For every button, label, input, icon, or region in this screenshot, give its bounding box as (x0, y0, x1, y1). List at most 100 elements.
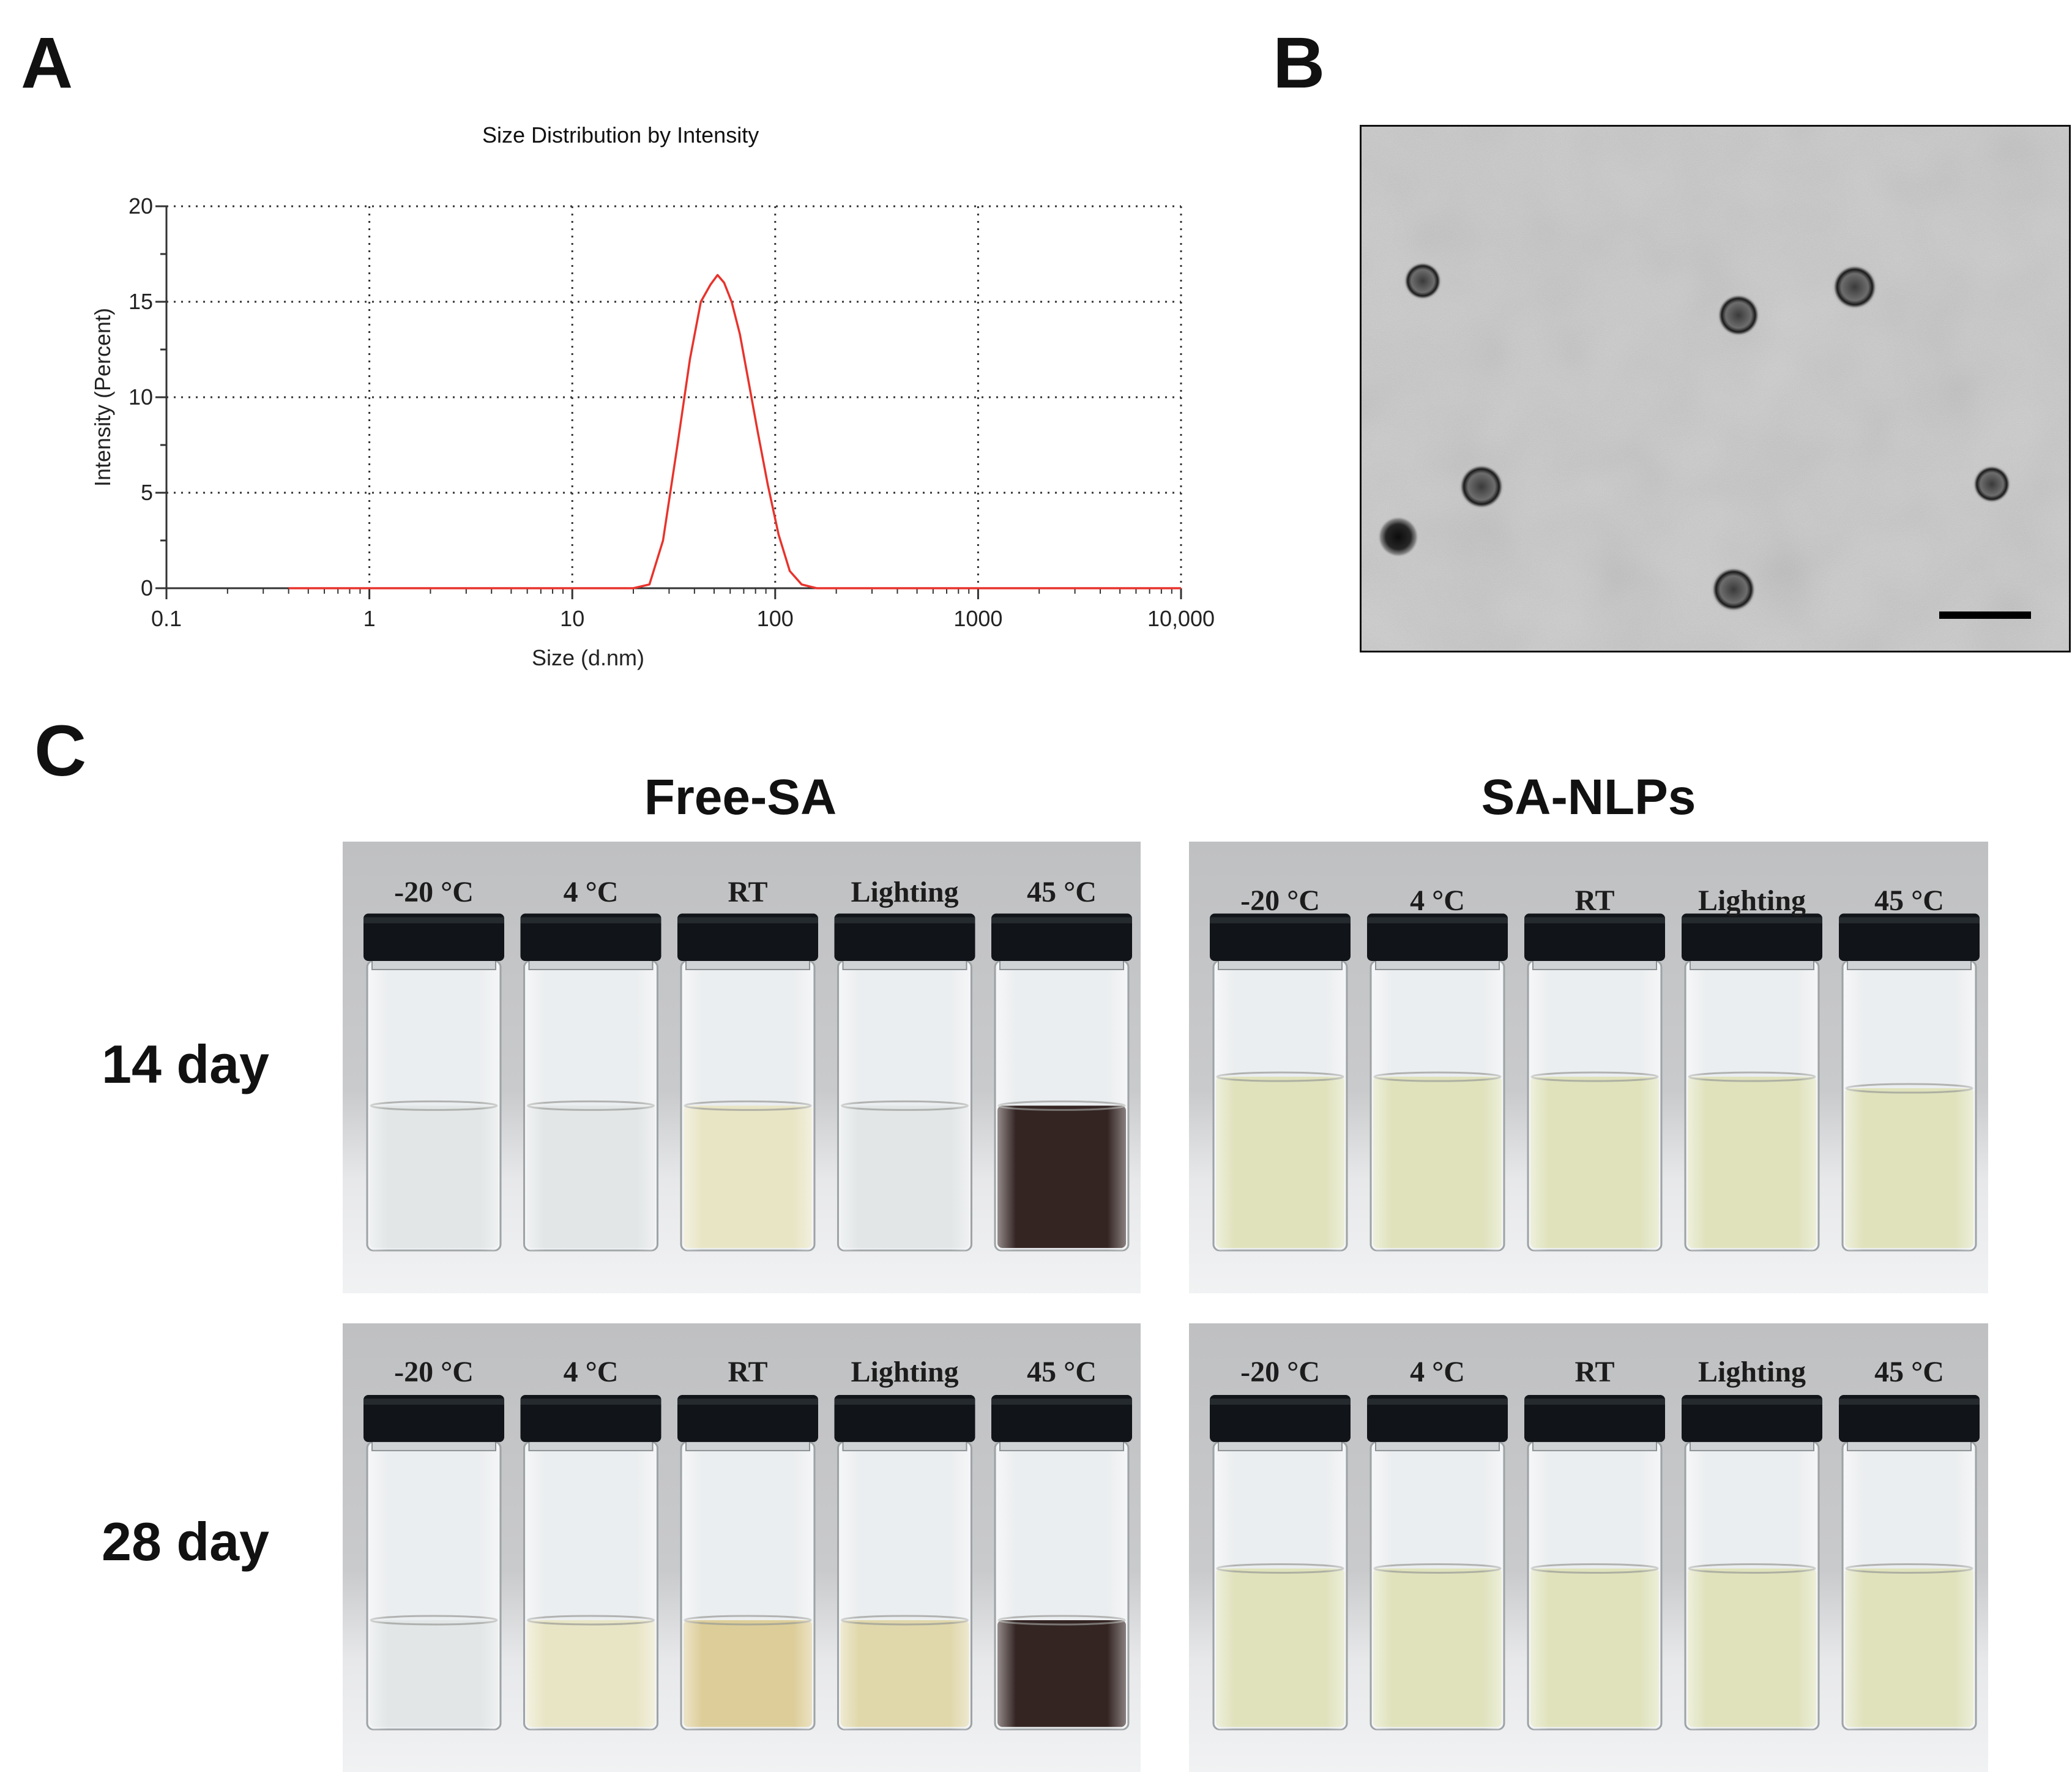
vial-highlight (1215, 1441, 1346, 1730)
panel-label-c: C (34, 711, 87, 791)
condition-label: Lighting (851, 876, 959, 908)
vial-highlight (682, 1441, 813, 1730)
x-tick-label: 100 (757, 606, 794, 631)
vial-highlight (1844, 960, 1975, 1250)
vial-cap-rim (1210, 917, 1351, 924)
condition-label: RT (1574, 884, 1615, 917)
nanoparticle (1830, 263, 1879, 312)
y-tick-label: 15 (129, 289, 153, 314)
vial-highlight (368, 1441, 499, 1730)
nanoparticle (1457, 462, 1506, 511)
vial-cap-rim (834, 1398, 975, 1405)
vial-cap (677, 1394, 818, 1442)
condition-label: -20 °C (1240, 884, 1320, 917)
vial-cap-rim (991, 917, 1132, 924)
condition-label: Lighting (851, 1356, 959, 1388)
vial-highlight (1372, 960, 1503, 1250)
nanoparticle (1402, 260, 1444, 302)
x-tick-label: 10 (560, 606, 584, 631)
vial-cap (1524, 1394, 1665, 1442)
vial-cap (1839, 913, 1980, 961)
vial-photo (1189, 1323, 1988, 1772)
photo-free-sa-28-day (343, 1323, 1141, 1772)
vial-highlight (839, 960, 971, 1250)
condition-label: RT (728, 876, 768, 908)
condition-label: 4 °C (1410, 884, 1465, 917)
x-tick-label: 10,000 (1147, 606, 1215, 631)
condition-label: 4 °C (563, 1356, 619, 1388)
vial-cap-rim (1839, 1398, 1980, 1405)
vial-highlight (1686, 960, 1817, 1250)
condition-label: 4 °C (1410, 1356, 1465, 1388)
vial-highlight (1215, 960, 1346, 1250)
vial-cap (1682, 913, 1822, 961)
condition-label: Lighting (1697, 1356, 1806, 1388)
vial-cap-rim (1524, 917, 1665, 924)
photo-sa-nlps-28-day (1189, 1323, 1988, 1772)
photo-free-sa-14-day (343, 842, 1141, 1293)
condition-label: 45 °C (1027, 876, 1097, 908)
vial-cap (1210, 1394, 1351, 1442)
x-axis-label: Size (d.nm) (532, 645, 644, 670)
vial-cap (1682, 1394, 1822, 1442)
vial-cap-rim (677, 917, 818, 924)
vial-cap (677, 913, 818, 961)
panel-label-a: A (21, 23, 73, 103)
row-label-28-day: 28 day (102, 1511, 269, 1572)
vial-cap-rim (363, 1398, 504, 1405)
vial-highlight (1529, 960, 1660, 1250)
vial-highlight (525, 1441, 657, 1730)
nanoparticle (1709, 565, 1758, 614)
condition-label: RT (728, 1356, 768, 1388)
vial-highlight (1372, 1441, 1503, 1730)
vial-cap (991, 1394, 1132, 1442)
vial-cap-rim (1682, 917, 1822, 924)
vial-highlight (1844, 1441, 1975, 1730)
nanoparticle (1971, 463, 2013, 505)
y-tick-label: 20 (129, 193, 153, 219)
vial-cap (520, 1394, 661, 1442)
vial-cap (363, 1394, 504, 1442)
y-axis-label: Intensity (Percent) (90, 308, 115, 487)
vial-cap-rim (1367, 917, 1508, 924)
vial-cap-rim (1839, 917, 1980, 924)
vial-cap (520, 913, 661, 961)
tem-image (1362, 127, 2069, 651)
vial-cap (1210, 913, 1351, 961)
vial-cap-rim (1524, 1398, 1665, 1405)
vial-highlight (682, 960, 813, 1250)
vial-cap (1367, 913, 1508, 961)
vial-cap (834, 913, 975, 961)
y-tick-label: 10 (129, 384, 153, 409)
panel-label-b: B (1273, 23, 1325, 103)
vial-cap (1524, 913, 1665, 961)
vial-highlight (1529, 1441, 1660, 1730)
row-label-14-day: 14 day (102, 1034, 269, 1094)
vial-cap-rim (520, 1398, 661, 1405)
vial-cap-rim (1210, 1398, 1351, 1405)
condition-label: -20 °C (394, 876, 474, 908)
condition-label: 45 °C (1874, 884, 1944, 917)
vial-cap (1839, 1394, 1980, 1442)
group-title-sa-nlps: SA-NLPs (1481, 769, 1696, 825)
group-title-free-sa: Free-SA (644, 769, 837, 825)
y-tick-label: 5 (141, 480, 153, 505)
condition-label: Lighting (1697, 884, 1806, 917)
chart-title: Size Distribution by Intensity (482, 122, 759, 148)
condition-label: -20 °C (394, 1356, 474, 1388)
tem-micrograph (1360, 125, 2071, 652)
vial-photo (343, 842, 1141, 1293)
series-line (288, 274, 1181, 589)
condition-label: 45 °C (1874, 1356, 1944, 1388)
vial-highlight (1686, 1441, 1817, 1730)
vial-highlight (839, 1441, 971, 1730)
x-tick-label: 1 (363, 606, 376, 631)
vial-cap-rim (363, 917, 504, 924)
scale-bar (1939, 611, 2031, 619)
nanoparticle (1377, 516, 1419, 558)
vial-photo (1189, 842, 1988, 1293)
condition-label: 4 °C (563, 876, 619, 908)
vial-cap-rim (991, 1398, 1132, 1405)
vial-highlight (996, 1441, 1127, 1730)
vial-cap-rim (834, 917, 975, 924)
